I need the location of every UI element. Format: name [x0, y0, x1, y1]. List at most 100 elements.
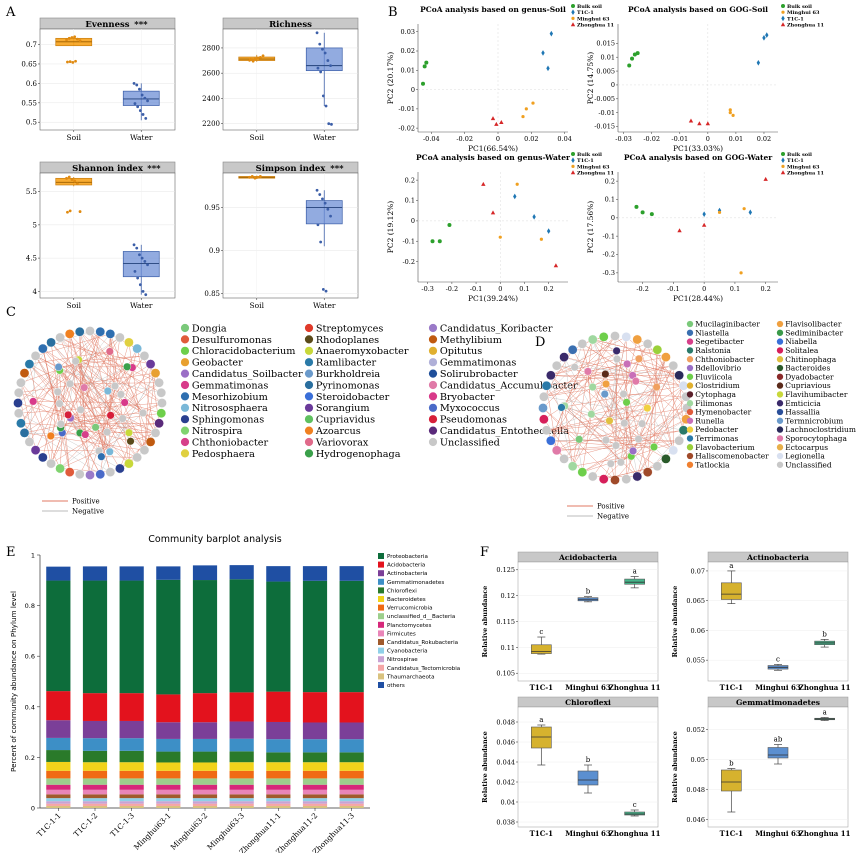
legend-swatch — [304, 392, 314, 401]
edge-positive — [144, 373, 156, 451]
bar-segment — [229, 721, 254, 739]
point-bulk-soil — [571, 152, 575, 156]
edge-positive — [542, 335, 616, 409]
data-point — [329, 64, 332, 68]
edge-positive — [106, 382, 160, 433]
data-point — [138, 253, 141, 257]
data-point — [146, 99, 149, 103]
legend-label: Legionella — [785, 452, 825, 461]
edge-positive — [109, 351, 156, 434]
network-node — [105, 467, 116, 477]
network-node — [118, 414, 127, 423]
legend-swatch — [776, 408, 784, 416]
legend-label: Unclassified — [440, 437, 500, 448]
bar-segment — [192, 693, 218, 723]
point-zhonghua-11 — [570, 22, 576, 27]
network-node — [606, 459, 615, 468]
bar-segment — [302, 770, 328, 779]
network-node — [601, 370, 610, 379]
edge-positive — [58, 366, 70, 473]
y-tick-label: 4.5 — [26, 255, 37, 263]
plot-area — [222, 172, 359, 299]
x-tick-label: Water — [130, 133, 153, 142]
network-node — [55, 332, 65, 343]
point-minghui-63 — [781, 10, 785, 14]
data-point — [319, 240, 323, 244]
chart-b3: PCoA analysis based on genus-Water -0.3 -0… — [386, 152, 614, 303]
edge-positive — [132, 367, 145, 451]
legend-swatch — [686, 329, 694, 336]
facet-title: Acidobacteria — [558, 553, 617, 562]
legend-label: Flavobacterium — [695, 443, 754, 452]
y-tick-label: 0.9 — [209, 247, 220, 255]
edge-positive — [564, 405, 573, 467]
edge-positive — [20, 351, 110, 383]
point-t1c-1 — [765, 32, 769, 38]
x-tick-label: Zhonghua 11 — [799, 683, 851, 692]
bar-segment — [119, 778, 144, 785]
data-point — [73, 179, 77, 183]
legend-swatch — [180, 415, 190, 424]
bar-segment — [266, 803, 291, 806]
box-1 — [767, 747, 789, 759]
x-tick-label: Zhonghua 11 — [799, 829, 851, 838]
edge-positive — [624, 385, 684, 424]
bar-segment — [156, 751, 181, 763]
y-tick-label: 0.052 — [686, 726, 705, 734]
network-node — [124, 458, 134, 469]
panel-label-a: A — [5, 5, 16, 20]
legend-swatch — [180, 380, 190, 390]
network-node — [157, 398, 167, 408]
edge-negative — [605, 383, 634, 452]
legend-swatch — [304, 323, 314, 333]
legend-label: Methylibium — [440, 335, 502, 346]
network-node — [642, 339, 653, 349]
y-tick-label: 0.6 — [25, 653, 35, 661]
legend-label: Ectocarpus — [785, 443, 828, 452]
legend-swatch — [686, 417, 694, 424]
edge-positive — [119, 441, 131, 469]
legend-swatch — [378, 639, 384, 645]
point-t1c-1 — [781, 157, 785, 163]
point-t1c-1 — [756, 59, 761, 66]
x-tick-label: Soil — [250, 301, 265, 310]
edge-positive — [605, 383, 625, 424]
network-node — [154, 377, 164, 388]
x-tick-label: -0.01 — [671, 135, 688, 143]
network-node — [150, 368, 161, 378]
edge-positive — [99, 337, 121, 475]
network-node — [46, 337, 56, 348]
network-node — [156, 408, 167, 419]
edge-positive — [582, 343, 593, 388]
legend-label: T1C-1 — [787, 158, 804, 164]
point-t1c-1 — [571, 9, 575, 15]
legend-label: Myxococcus — [440, 403, 500, 414]
network-node — [16, 377, 26, 388]
edge-positive — [144, 364, 151, 451]
legend-label: Nitrospira — [192, 426, 243, 437]
data-point — [138, 283, 142, 287]
legend-label: Niabella — [785, 337, 817, 346]
panel-label-c: C — [6, 305, 16, 320]
network-edges — [542, 335, 688, 481]
box-water — [305, 47, 343, 72]
point-zhonghua-11 — [677, 228, 682, 233]
bar-segment — [192, 803, 218, 806]
bar-segment — [156, 579, 181, 695]
edge-positive — [51, 342, 151, 365]
network-node — [620, 419, 629, 428]
legend-label: Fluviicola — [695, 372, 732, 381]
legend-label: Bulk soil — [787, 4, 812, 10]
y-tick-label: -0.1 — [402, 237, 415, 245]
legend-swatch — [304, 335, 314, 344]
bar-segment — [229, 778, 254, 785]
network-node — [652, 344, 663, 355]
network-node — [126, 437, 135, 446]
network-node — [661, 454, 671, 464]
y-tick-label: 5.5 — [26, 188, 37, 196]
edge-positive — [59, 337, 96, 428]
bar-segment — [302, 789, 328, 795]
bar-segment — [156, 798, 181, 802]
chart-f1: Acidobacteria 0.105 0.11 0.115 0.12 0.125 Rela… — [481, 551, 661, 692]
point-bulk-soil — [421, 81, 425, 86]
